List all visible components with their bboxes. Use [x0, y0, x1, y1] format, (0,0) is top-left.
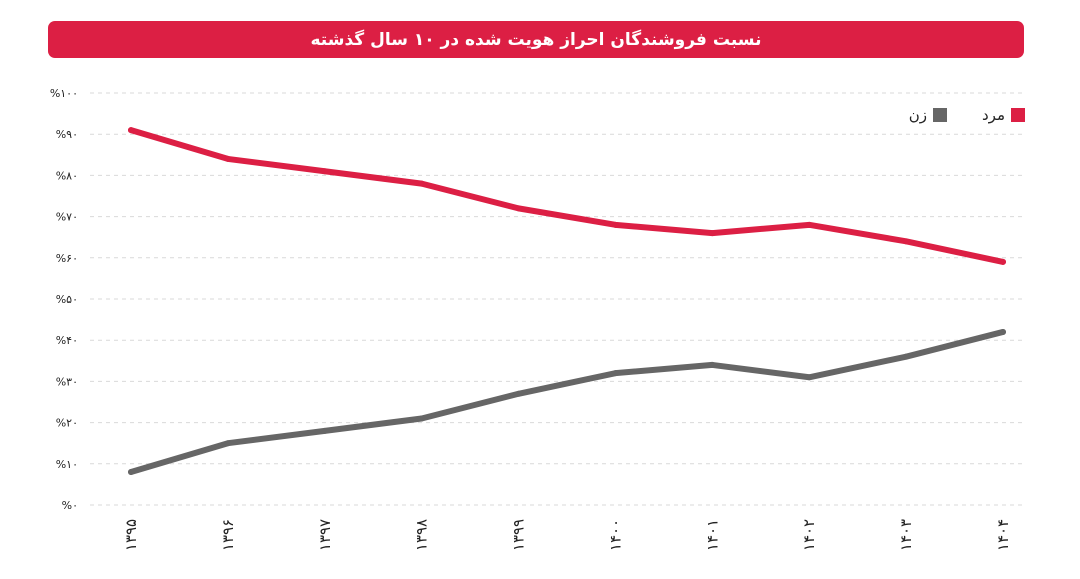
data-point	[128, 127, 134, 134]
legend-label-1: زن	[909, 106, 927, 124]
data-point	[1000, 328, 1006, 335]
y-tick-label: %۷۰	[56, 211, 78, 224]
data-point	[321, 168, 328, 175]
data-point	[903, 353, 910, 360]
x-tick-label: ۱۳۹۶	[219, 519, 237, 551]
series-lines	[128, 127, 1006, 476]
x-tick-label: ۱۳۹۷	[316, 519, 334, 551]
y-tick-label: %۴۰	[56, 334, 78, 347]
data-point	[1000, 258, 1006, 265]
chart-title-bar: نسبت فروشندگان احراز هویت شده در ۱۰ سال …	[48, 21, 1024, 58]
x-tick-label: ۱۴۰۳	[897, 519, 915, 551]
x-tick-label: ۱۳۹۸	[413, 519, 431, 551]
data-point	[418, 180, 425, 187]
data-point	[418, 415, 425, 422]
legend: مرد زن	[909, 106, 1025, 124]
y-tick-label: %۱۰	[56, 458, 78, 471]
series-line-1	[128, 328, 1006, 476]
data-point	[612, 221, 619, 228]
x-tick-label: ۱۴۰۰	[606, 519, 624, 551]
data-point	[224, 155, 231, 162]
legend-swatch-1	[933, 108, 947, 122]
data-point	[903, 238, 910, 245]
data-point	[709, 361, 716, 368]
data-point	[515, 390, 522, 397]
chart-title: نسبت فروشندگان احراز هویت شده در ۱۰ سال …	[310, 29, 762, 50]
data-point	[128, 469, 134, 476]
y-tick-label: %۹۰	[56, 128, 78, 141]
data-point	[515, 205, 522, 212]
x-tick-label: ۱۴۰۴	[994, 519, 1012, 551]
data-point	[806, 374, 813, 381]
x-tick-label: ۱۳۹۹	[510, 519, 528, 551]
data-point	[321, 427, 328, 434]
y-tick-label: %۱۰۰	[50, 87, 78, 100]
data-point	[612, 370, 619, 377]
x-tick-label: ۱۴۰۲	[800, 519, 818, 551]
y-tick-label: %۶۰	[56, 252, 78, 265]
y-tick-label: %۳۰	[56, 375, 78, 388]
x-tick-label: ۱۴۰۱	[703, 519, 721, 551]
y-axis-ticks: %۰ %۱۰ %۲۰ %۳۰ %۴۰ %۵۰ %۶۰ %۷۰ %۸۰ %۹۰ %۱۰۰	[50, 87, 78, 512]
data-point	[224, 440, 231, 447]
x-axis-ticks: ۱۳۹۵ ۱۳۹۶ ۱۳۹۷ ۱۳۹۸ ۱۳۹۹ ۱۴۰۰ ۱۴۰۱ ۱۴۰۲ ۱۴۰۳ ۱۴۰۴	[122, 519, 1012, 551]
legend-swatch-0	[1011, 108, 1025, 122]
x-tick-label: ۱۳۹۵	[122, 519, 140, 551]
y-tick-label: %۸۰	[56, 169, 78, 182]
series-line-0	[128, 127, 1006, 265]
legend-label-0: مرد	[982, 106, 1005, 124]
data-point	[806, 221, 813, 228]
data-point	[709, 230, 716, 237]
y-tick-label: %۰	[62, 499, 78, 512]
y-tick-label: %۵۰	[56, 293, 78, 306]
y-tick-label: %۲۰	[56, 417, 78, 430]
grid-lines	[90, 92, 1025, 506]
